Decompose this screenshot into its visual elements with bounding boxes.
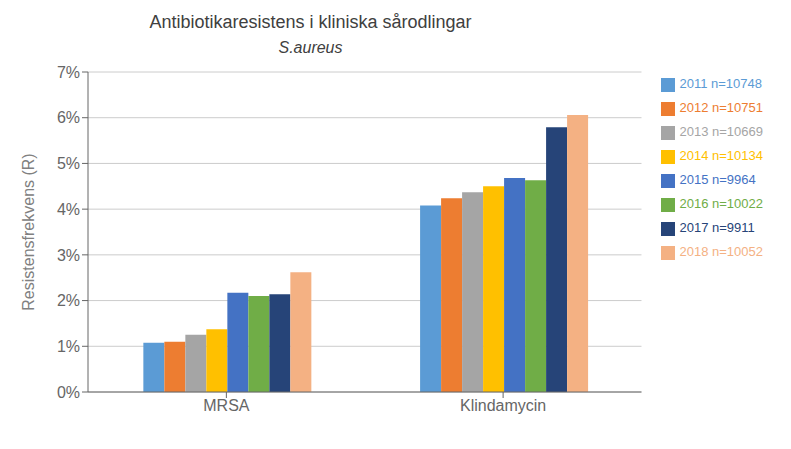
html-text:2011 n=10748: 2011 n=10748 [679,76,762,91]
svg-text:5%: 5% [57,155,80,172]
html-text:2017 n=9911: 2017 n=9911 [679,220,755,235]
html-text:S.aureus: S.aureus [278,39,343,56]
html-text:2018 n=10052: 2018 n=10052 [679,244,763,259]
html-text:2016 n=10022: 2016 n=10022 [679,196,763,211]
svg-text:MRSA: MRSA [203,397,250,414]
svg-text:6%: 6% [57,109,80,126]
svg-text:Resistensfrekvens (R): Resistensfrekvens (R) [20,153,37,310]
svg-text:0%: 0% [57,384,80,401]
html-text:2013 n=10669: 2013 n=10669 [679,124,763,139]
html-text:2015 n=9964: 2015 n=9964 [679,172,756,187]
svg-text:1%: 1% [57,338,80,355]
svg-text:2%: 2% [57,292,80,309]
svg-text:7%: 7% [57,64,80,81]
svg-text:3%: 3% [57,247,80,264]
svg-text:4%: 4% [57,201,80,218]
html-text:2014 n=10134: 2014 n=10134 [679,148,763,163]
svg-text:Klindamycin: Klindamycin [460,397,546,414]
html-text:Antibiotikaresistens i klinisk: Antibiotikaresistens i kliniska sårodlin… [149,12,472,32]
html-text:2012 n=10751: 2012 n=10751 [679,100,763,115]
